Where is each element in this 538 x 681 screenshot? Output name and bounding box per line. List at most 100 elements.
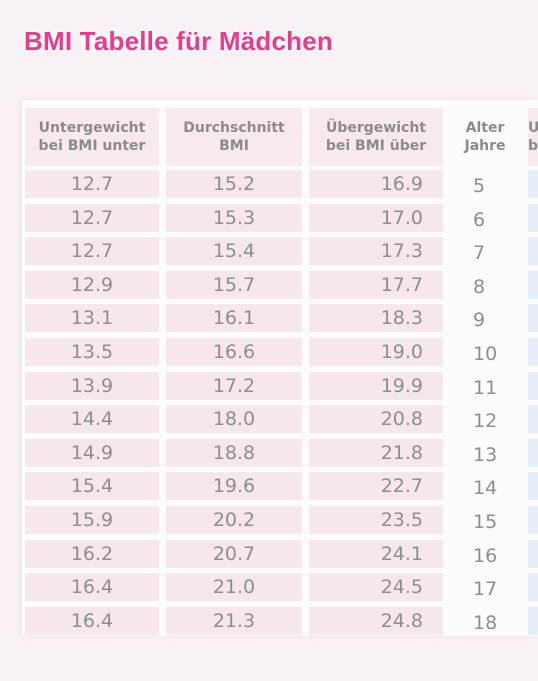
- table-row: 12.7 15.2 16.9 5: [0, 170, 538, 198]
- cell-underweight: 12.7: [25, 237, 159, 266]
- cell-average: 18.8: [166, 438, 302, 467]
- cell-overweight-value: 20.8: [380, 408, 423, 431]
- header-overweight: Übergewicht bei BMI über: [309, 108, 443, 166]
- cell-cut-column: [528, 338, 538, 366]
- cell-overweight-value: 16.9: [380, 173, 423, 195]
- cell-age: 15: [473, 511, 498, 533]
- cell-overweight-value: 18.3: [380, 307, 423, 330]
- cell-overweight: 21.8: [309, 438, 443, 467]
- cell-cut-column: [528, 606, 538, 635]
- cell-overweight: 19.9: [309, 371, 443, 400]
- table-row: 13.1 16.1 18.3 9: [0, 304, 538, 333]
- cell-age: 8: [473, 275, 486, 298]
- header-age-line1: Alter: [465, 120, 505, 136]
- header-underweight-line1: Untergewicht: [38, 120, 146, 136]
- cell-age: 7: [473, 242, 486, 265]
- cell-overweight: 17.7: [309, 270, 443, 299]
- cell-underweight: 16.2: [25, 539, 159, 568]
- cell-age: 12: [473, 410, 498, 433]
- cell-average: 15.7: [166, 270, 302, 299]
- cell-underweight: 14.4: [25, 405, 159, 434]
- header-average-line2: BMI: [219, 138, 249, 154]
- cell-overweight: 19.0: [309, 338, 443, 366]
- cell-cut-column: [528, 506, 538, 534]
- header-overweight-line1: Übergewicht: [326, 120, 426, 136]
- cell-overweight-value: 22.7: [380, 475, 423, 498]
- table-row: 15.9 20.2 23.5 15: [0, 506, 538, 534]
- cell-age: 14: [473, 477, 498, 500]
- cell-overweight: 16.9: [309, 170, 443, 198]
- cell-overweight-value: 24.5: [380, 576, 423, 599]
- cell-overweight: 23.5: [309, 506, 443, 534]
- cell-average: 21.3: [166, 606, 302, 635]
- table-row: 16.4 21.3 24.8 18: [0, 606, 538, 635]
- cell-overweight: 18.3: [309, 304, 443, 333]
- cell-overweight: 22.7: [309, 472, 443, 501]
- cell-overweight: 17.3: [309, 237, 443, 266]
- table-row: 14.4 18.0 20.8 12: [0, 405, 538, 434]
- cell-overweight-value: 23.5: [380, 509, 423, 531]
- cell-cut-column: [528, 237, 538, 266]
- cell-average: 15.2: [166, 170, 302, 198]
- cell-overweight-value: 17.3: [380, 240, 423, 263]
- header-cut-line2: b: [528, 138, 538, 154]
- table-row: 14.9 18.8 21.8 13: [0, 438, 538, 467]
- table-row: 13.5 16.6 19.0 10: [0, 338, 538, 366]
- cell-cut-column: [528, 539, 538, 568]
- cell-age: 11: [473, 376, 498, 399]
- cell-overweight-value: 19.0: [380, 341, 423, 363]
- cell-average: 16.6: [166, 338, 302, 366]
- cell-age: 5: [473, 175, 486, 197]
- header-underweight-line2: bei BMI unter: [38, 138, 146, 154]
- header-average: Durchschnitt BMI: [166, 108, 302, 166]
- cell-overweight-value: 24.1: [380, 542, 423, 565]
- cell-underweight: 12.9: [25, 270, 159, 299]
- cell-underweight: 15.9: [25, 506, 159, 534]
- cell-average: 16.1: [166, 304, 302, 333]
- header-cut-column: U b: [528, 108, 538, 166]
- cell-cut-column: [528, 438, 538, 467]
- cell-overweight: 24.5: [309, 573, 443, 602]
- cell-overweight: 24.8: [309, 606, 443, 635]
- header-cut-line1: U: [528, 120, 538, 136]
- cell-underweight: 13.5: [25, 338, 159, 366]
- cell-cut-column: [528, 405, 538, 434]
- cell-age: 6: [473, 208, 486, 231]
- cell-age: 17: [473, 578, 498, 601]
- table-row: 12.7 15.4 17.3 7: [0, 237, 538, 266]
- cell-cut-column: [528, 573, 538, 602]
- page-title: BMI Tabelle für Mädchen: [24, 26, 333, 56]
- cell-average: 20.2: [166, 506, 302, 534]
- header-age-line2: Jahre: [464, 138, 506, 154]
- cell-underweight: 13.1: [25, 304, 159, 333]
- header-age: Alter Jahre: [451, 108, 519, 166]
- cell-average: 15.4: [166, 237, 302, 266]
- cell-underweight: 16.4: [25, 573, 159, 602]
- header-overweight-line2: bei BMI über: [325, 138, 427, 154]
- table-row: 15.4 19.6 22.7 14: [0, 472, 538, 501]
- cell-cut-column: [528, 304, 538, 333]
- cell-overweight: 20.8: [309, 405, 443, 434]
- cell-underweight: 12.7: [25, 203, 159, 232]
- cell-underweight: 16.4: [25, 606, 159, 635]
- cell-average: 19.6: [166, 472, 302, 501]
- cell-overweight-value: 21.8: [380, 441, 423, 464]
- cell-cut-column: [528, 270, 538, 299]
- cell-underweight: 14.9: [25, 438, 159, 467]
- cell-overweight-value: 17.0: [380, 206, 423, 229]
- cell-overweight-value: 17.7: [380, 273, 423, 296]
- cell-average: 21.0: [166, 573, 302, 602]
- cell-underweight: 12.7: [25, 170, 159, 198]
- cell-overweight-value: 19.9: [380, 374, 423, 397]
- table-row: 13.9 17.2 19.9 11: [0, 371, 538, 400]
- cell-average: 17.2: [166, 371, 302, 400]
- table-row: 12.9 15.7 17.7 8: [0, 270, 538, 299]
- cell-age: 18: [473, 611, 498, 634]
- cell-underweight: 15.4: [25, 472, 159, 501]
- cell-overweight-value: 24.8: [380, 609, 423, 632]
- cell-age: 10: [473, 343, 498, 365]
- header-average-line1: Durchschnitt: [183, 120, 285, 136]
- cell-average: 20.7: [166, 539, 302, 568]
- cell-age: 16: [473, 544, 498, 567]
- table-row: 16.4 21.0 24.5 17: [0, 573, 538, 602]
